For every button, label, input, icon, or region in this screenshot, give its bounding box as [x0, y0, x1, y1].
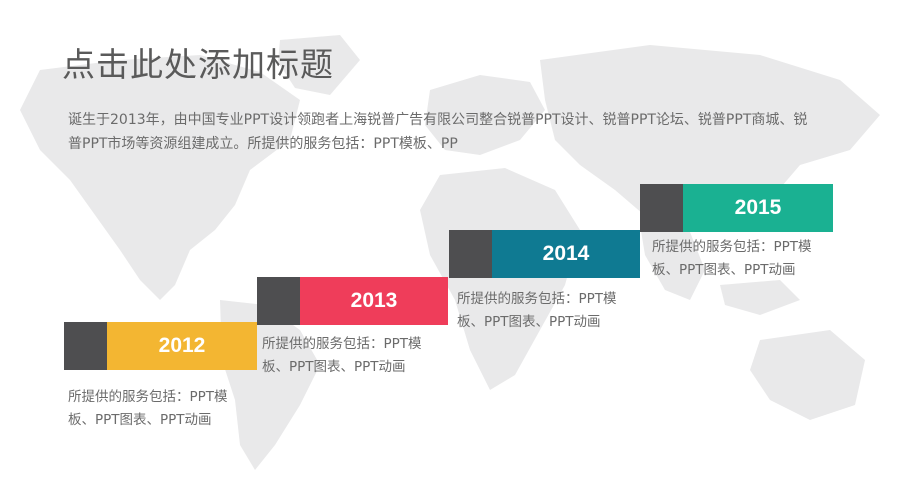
timeline-desc-2012: 所提供的服务包括：PPT模板、PPT图表、PPT动画 — [68, 389, 228, 428]
intro-paragraph[interactable]: 诞生于2013年，由中国专业PPT设计领跑者上海锐普广告有限公司整合锐普PPT设… — [68, 112, 808, 152]
timeline-step-2015: 2015 — [640, 184, 833, 232]
year-label-2014: 2014 — [542, 242, 590, 265]
timeline-step-2012: 2012 — [64, 322, 257, 370]
timeline-dark-square — [257, 277, 300, 325]
year-bar-2015: 2015 — [683, 184, 833, 232]
timeline-dark-square — [64, 322, 107, 370]
map-indonesia — [720, 280, 800, 315]
timeline-desc-2013: 所提供的服务包括：PPT模板、PPT图表、PPT动画 — [262, 336, 422, 375]
map-asia — [540, 45, 880, 230]
page-title[interactable]: 点击此处添加标题 — [62, 45, 334, 84]
timeline-desc-2014: 所提供的服务包括：PPT模板、PPT图表、PPT动画 — [457, 291, 617, 330]
year-label-2013: 2013 — [350, 289, 398, 312]
map-africa — [420, 168, 580, 390]
timeline-step-2013: 2013 — [257, 277, 448, 325]
timeline-dark-square — [449, 230, 492, 278]
map-north-america — [20, 55, 300, 300]
year-bar-2014: 2014 — [492, 230, 640, 278]
year-bar-2013: 2013 — [300, 277, 448, 325]
map-australia — [750, 330, 865, 420]
timeline-step-2014: 2014 — [449, 230, 640, 278]
year-label-2012: 2012 — [158, 334, 206, 357]
year-bar-2012: 2012 — [107, 322, 257, 370]
map-europe — [425, 75, 545, 155]
timeline-dark-square — [640, 184, 683, 232]
timeline-desc-2015: 所提供的服务包括：PPT模板、PPT图表、PPT动画 — [652, 239, 812, 278]
map-south-asia — [640, 225, 705, 300]
map-greenland — [278, 35, 360, 95]
year-label-2015: 2015 — [734, 196, 782, 219]
